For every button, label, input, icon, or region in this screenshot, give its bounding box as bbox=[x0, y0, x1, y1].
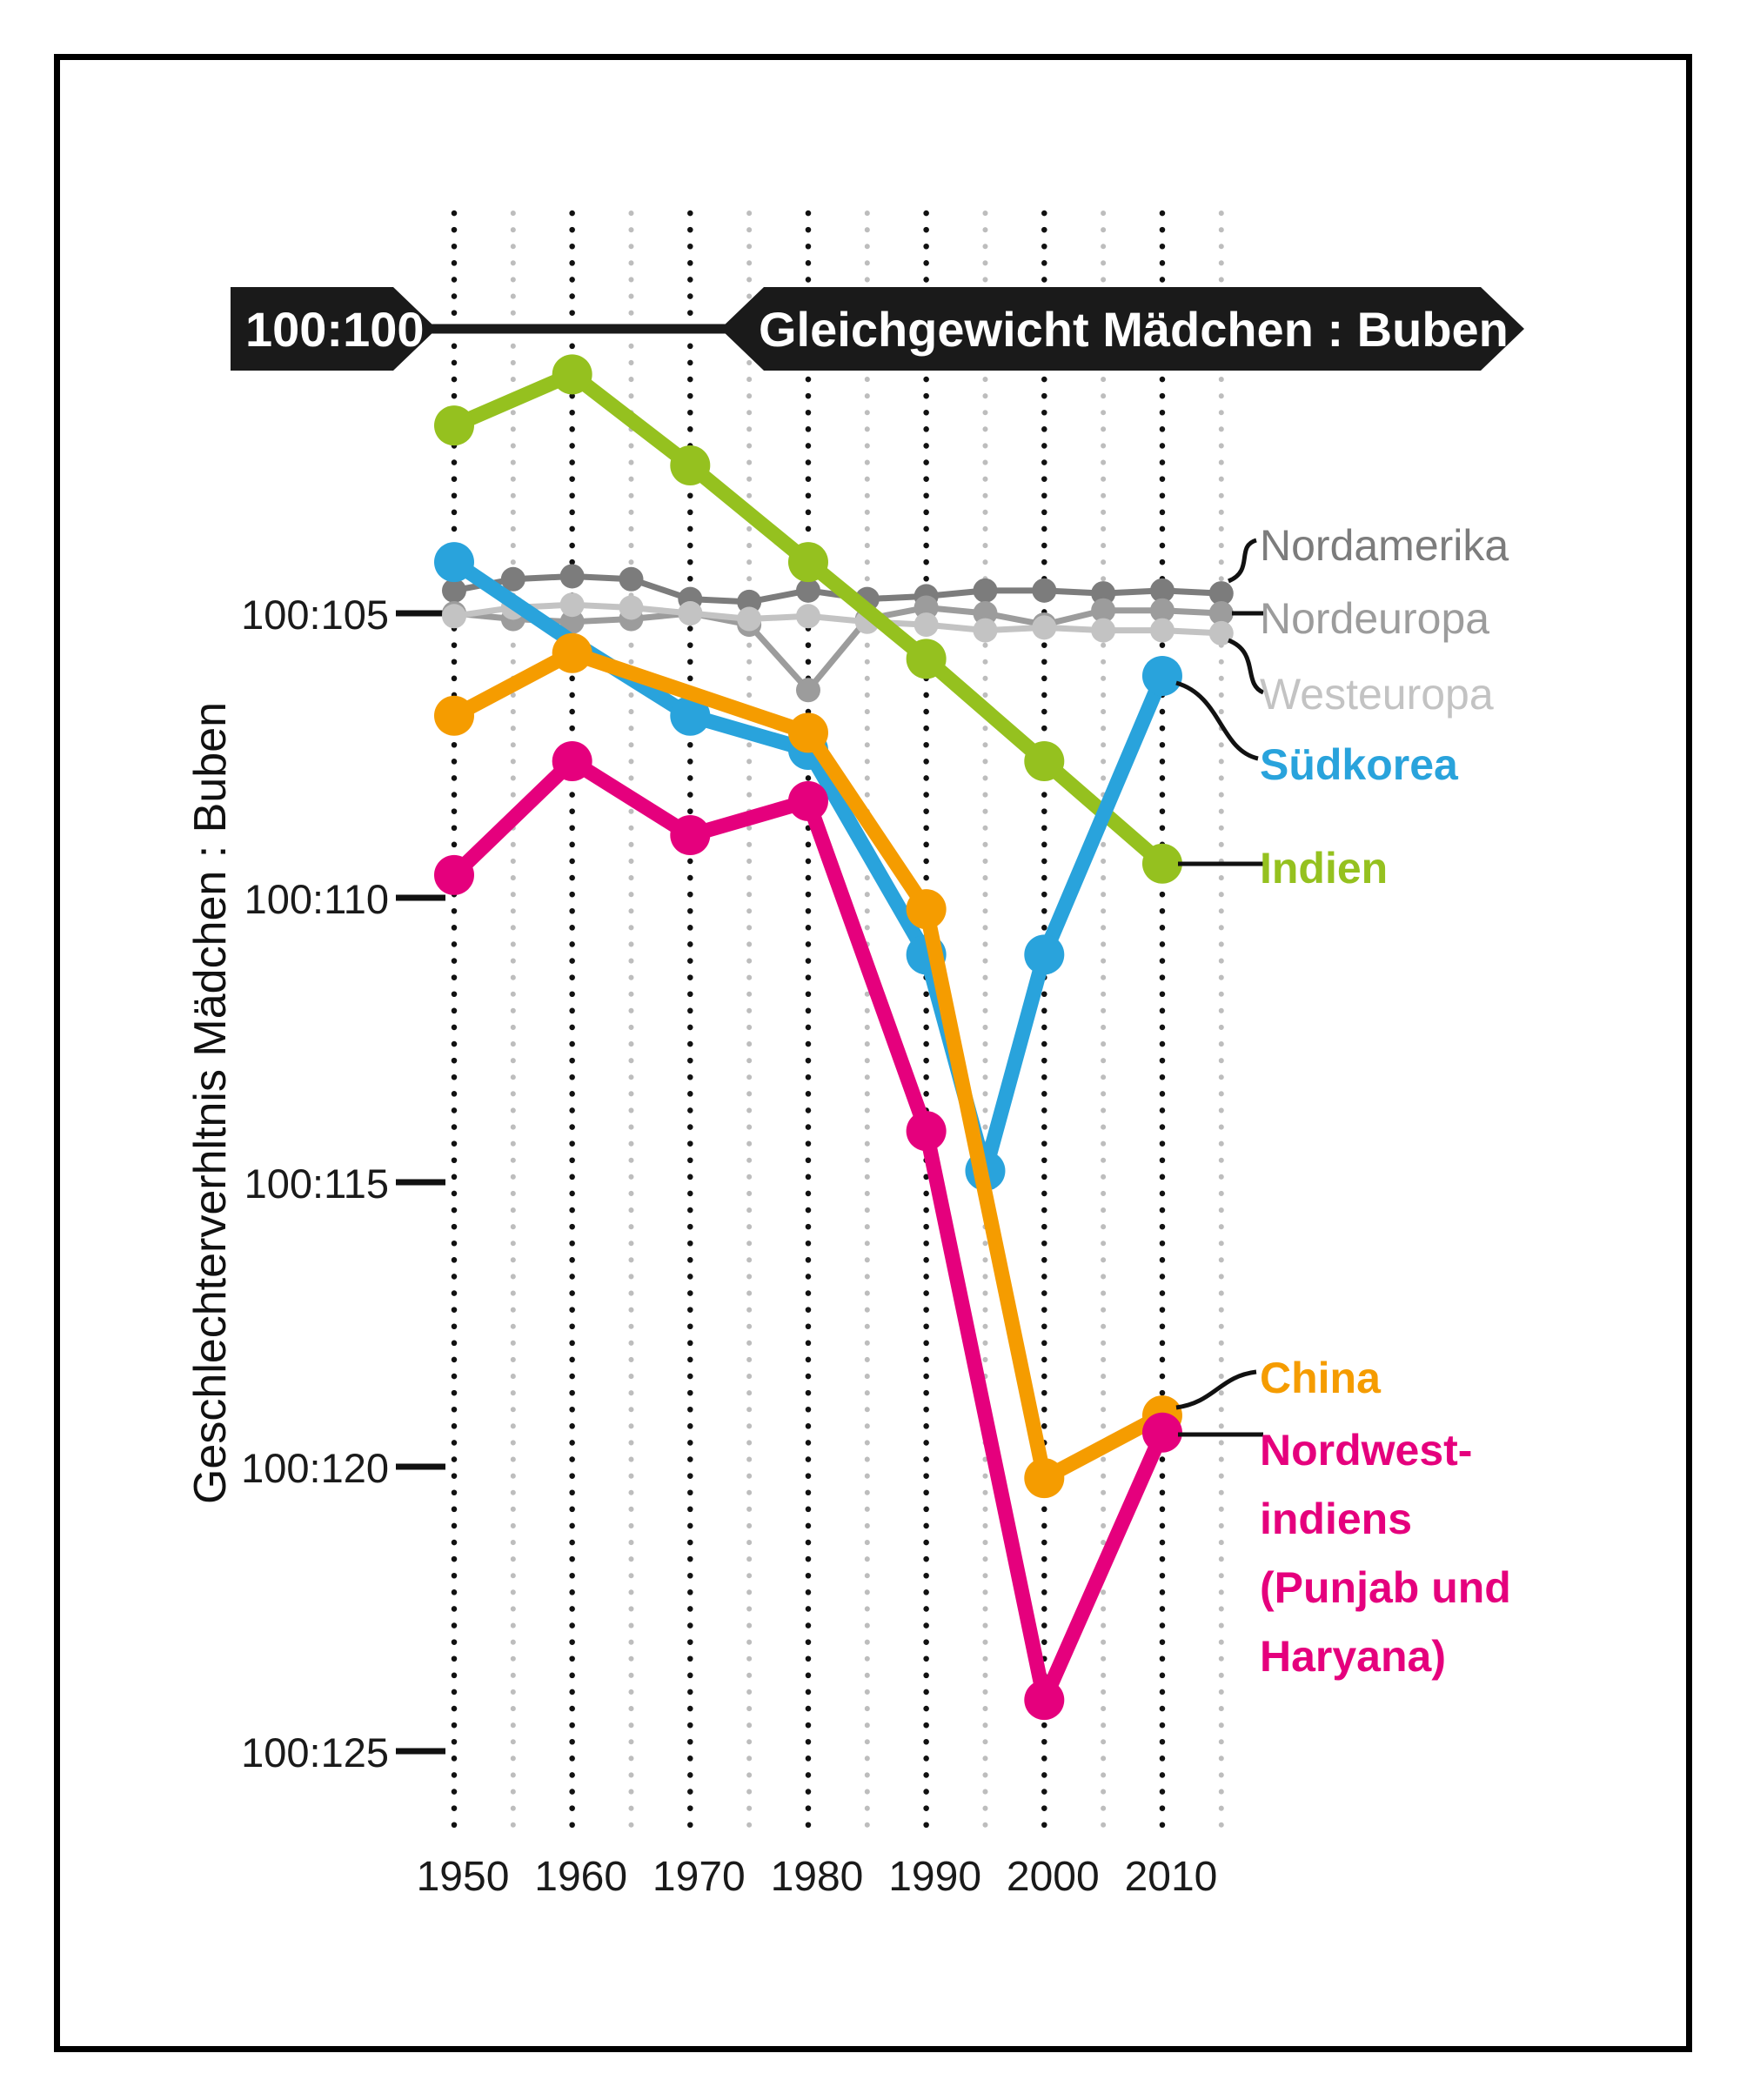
point-suedkorea-1970 bbox=[670, 695, 711, 736]
reference-banner-shape bbox=[720, 287, 1524, 371]
point-suedkorea-2000 bbox=[1024, 934, 1065, 975]
connector-westeuropa bbox=[1227, 638, 1265, 695]
outer-frame bbox=[54, 54, 1692, 2052]
legend-china: China bbox=[1260, 1354, 1381, 1402]
point-china-1990 bbox=[906, 889, 947, 930]
reference-tag-label: 100:100 bbox=[245, 302, 425, 357]
point-nordwestindien-2010 bbox=[1141, 1412, 1182, 1453]
x-axis-label-1970: 1970 bbox=[652, 1854, 746, 1900]
point-nordeuropa-2015 bbox=[1208, 601, 1234, 625]
y-axis-ticks bbox=[396, 610, 445, 1755]
point-nordwestindien-1950 bbox=[434, 854, 474, 895]
y-axis-label-115: 100:115 bbox=[244, 1160, 389, 1207]
point-nordamerika-1975 bbox=[737, 589, 762, 614]
legend-suedkorea: Südkorea bbox=[1260, 740, 1458, 789]
point-nordeuropa-1960 bbox=[559, 609, 585, 634]
point-suedkorea-2010 bbox=[1141, 655, 1182, 696]
y-axis-label-120: 100:120 bbox=[241, 1445, 389, 1491]
point-westeuropa-2000 bbox=[1032, 615, 1057, 640]
data-series bbox=[434, 354, 1234, 1721]
point-nordeuropa-2005 bbox=[1091, 598, 1116, 623]
point-nordamerika-2010 bbox=[1149, 578, 1174, 603]
point-westeuropa-1950 bbox=[442, 604, 466, 629]
legend-nordwestindien: Nordwest- indiens (Punjab und Haryana) bbox=[1260, 1426, 1511, 1681]
point-westeuropa-1960 bbox=[559, 592, 585, 618]
x-axis-label-1980: 1980 bbox=[770, 1854, 864, 1900]
x-axis-label-1950: 1950 bbox=[416, 1854, 510, 1900]
x-axis-label-2000: 2000 bbox=[1006, 1854, 1100, 1900]
point-indien-1970 bbox=[670, 445, 711, 485]
point-china-1980 bbox=[787, 712, 828, 753]
point-indien-1990 bbox=[906, 639, 947, 679]
point-westeuropa-1990 bbox=[914, 612, 939, 638]
connector-nordamerika bbox=[1227, 538, 1257, 584]
point-nordwestindien-1990 bbox=[906, 1111, 947, 1152]
legend-connector-lines bbox=[1175, 538, 1265, 1437]
point-suedkorea-1950 bbox=[434, 542, 474, 583]
point-indien-2000 bbox=[1024, 741, 1065, 782]
point-westeuropa-1995 bbox=[973, 618, 998, 643]
point-nordeuropa-1980 bbox=[795, 678, 820, 703]
point-westeuropa-2005 bbox=[1091, 618, 1116, 643]
point-nordwestindien-1960 bbox=[552, 741, 592, 782]
point-nordamerika-2000 bbox=[1032, 578, 1057, 603]
point-nordamerika-1955 bbox=[500, 566, 525, 592]
point-nordamerika-1965 bbox=[619, 566, 644, 592]
legend-westeuropa: Westeuropa bbox=[1260, 670, 1494, 719]
legend-nordeuropa: Nordeuropa bbox=[1260, 594, 1490, 643]
reference-banner-label: Gleichgewicht Mädchen : Buben bbox=[759, 302, 1509, 357]
x-axis-label-2010: 2010 bbox=[1124, 1854, 1218, 1900]
legend-nordamerika: Nordamerika bbox=[1260, 521, 1509, 570]
point-nordamerika-2005 bbox=[1091, 581, 1116, 606]
legend-indien: Indien bbox=[1260, 844, 1389, 893]
point-china-2000 bbox=[1024, 1458, 1065, 1499]
point-westeuropa-1970 bbox=[678, 601, 703, 625]
point-westeuropa-1975 bbox=[737, 606, 762, 632]
gridlines bbox=[451, 210, 1224, 1835]
point-nordwestindien-2000 bbox=[1024, 1680, 1065, 1721]
point-nordeuropa-2010 bbox=[1149, 598, 1174, 623]
point-nordamerika-1980 bbox=[795, 578, 820, 603]
point-china-1950 bbox=[434, 695, 474, 736]
connector-china bbox=[1175, 1369, 1257, 1410]
point-nordamerika-1950 bbox=[442, 578, 466, 603]
y-axis-title: Geschlechterverhltnis Mädchen : Buben bbox=[185, 701, 236, 1505]
point-nordamerika-1995 bbox=[973, 578, 998, 603]
reference-tag-shape bbox=[231, 287, 437, 371]
point-indien-1980 bbox=[787, 542, 828, 583]
point-indien-1960 bbox=[552, 354, 592, 395]
point-indien-2010 bbox=[1141, 843, 1182, 884]
y-axis-label-110: 100:110 bbox=[244, 876, 389, 922]
point-nordwestindien-1970 bbox=[670, 815, 711, 856]
point-indien-1950 bbox=[434, 405, 474, 446]
point-china-1960 bbox=[552, 632, 592, 673]
point-nordeuropa-1990 bbox=[914, 595, 939, 620]
point-westeuropa-2015 bbox=[1208, 620, 1234, 645]
point-nordwestindien-1980 bbox=[787, 780, 828, 821]
point-nordeuropa-1995 bbox=[973, 601, 998, 625]
point-westeuropa-1965 bbox=[619, 595, 644, 620]
y-axis-label-105: 100:105 bbox=[241, 592, 389, 638]
connector-suedkorea bbox=[1175, 680, 1259, 761]
point-nordamerika-1960 bbox=[559, 564, 585, 589]
point-westeuropa-2010 bbox=[1149, 618, 1174, 643]
y-axis-label-125: 100:125 bbox=[241, 1729, 389, 1776]
reference-line-100 bbox=[231, 287, 1524, 371]
x-axis-label-1990: 1990 bbox=[888, 1854, 982, 1900]
x-axis-label-1960: 1960 bbox=[534, 1854, 628, 1900]
point-westeuropa-1980 bbox=[795, 604, 820, 629]
point-nordamerika-2015 bbox=[1208, 581, 1234, 606]
